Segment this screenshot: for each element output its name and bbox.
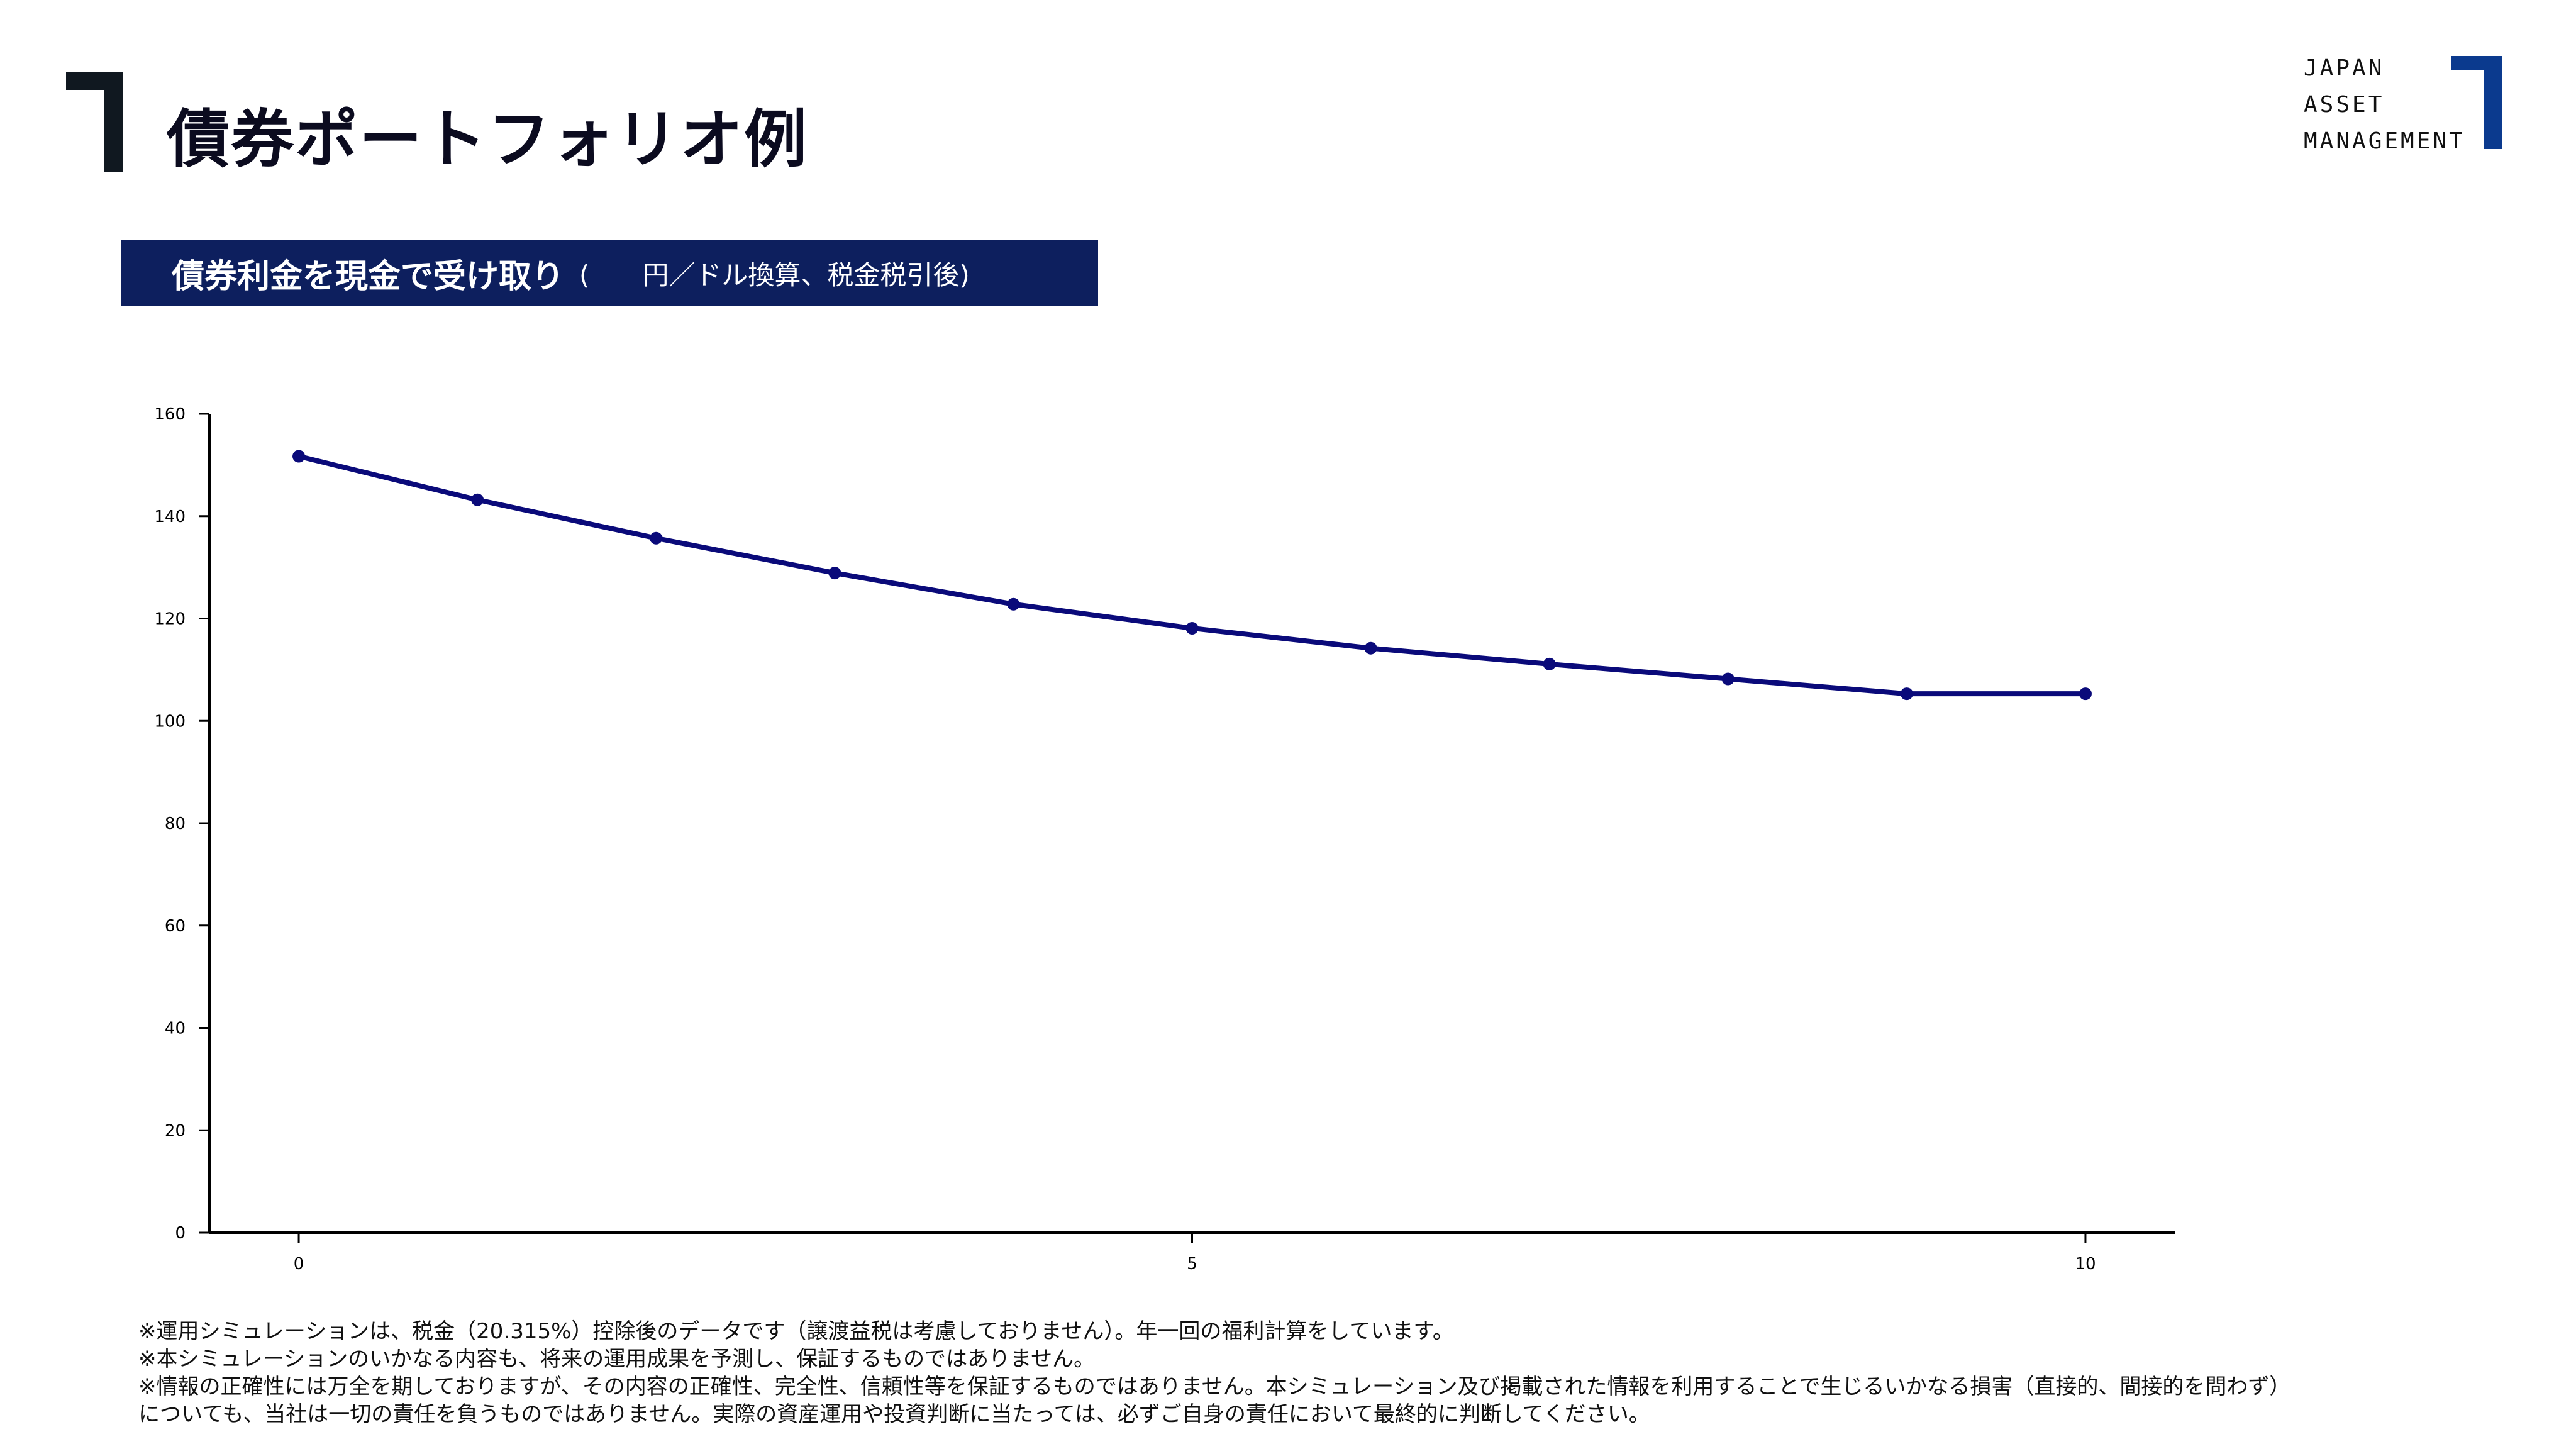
- company-logo: JAPAN ASSET MANAGEMENT: [2304, 50, 2465, 160]
- y-tick-label: 0: [175, 1224, 186, 1243]
- y-tick-label: 120: [154, 610, 186, 629]
- logo-line: JAPAN: [2304, 55, 2385, 81]
- banner-subtitle: ( 円／ドル換算、税金税引後): [579, 259, 970, 291]
- data-point: [828, 567, 841, 580]
- note-line: ※運用シミュレーションは、税金（20.315%）控除後のデータです（譲渡益税は考…: [138, 1319, 1454, 1344]
- banner-title: 債券利金を現金で受け取り: [172, 257, 565, 296]
- page-title: 債券ポートフォリオ例: [167, 103, 808, 176]
- data-point: [2079, 687, 2092, 701]
- y-tick-label: 80: [165, 814, 186, 833]
- y-tick-label: 140: [154, 508, 186, 526]
- data-point: [1007, 597, 1020, 611]
- logo-line: ASSET: [2304, 92, 2385, 118]
- data-point: [1185, 621, 1199, 635]
- data-point: [292, 450, 306, 463]
- data-point: [471, 493, 484, 506]
- y-tick-label: 40: [165, 1019, 186, 1038]
- data-point: [1543, 657, 1556, 670]
- series-line: [298, 453, 2085, 697]
- title-bracket-icon: [66, 72, 123, 172]
- note-line: ※本シミュレーションのいかなる内容も、将来の運用成果を予測し、保証するものではあ…: [138, 1346, 1096, 1372]
- disclaimer-notes: ※運用シミュレーションは、税金（20.315%）控除後のデータです（譲渡益税は考…: [138, 1318, 2290, 1428]
- logo-bracket-icon: [2451, 56, 2502, 149]
- x-tick-label: 0: [294, 1255, 304, 1274]
- data-point: [1900, 687, 1913, 701]
- y-tick-label: 60: [165, 917, 186, 936]
- y-tick-label: 100: [154, 712, 186, 731]
- data-point: [1364, 641, 1377, 655]
- note-line: ※情報の正確性には万全を期しておりますが、その内容の正確性、完全性、信頼性等を保…: [138, 1374, 2291, 1399]
- note-line: についても、当社は一切の責任を負うものではありません。実際の資産運用や投資判断に…: [138, 1402, 1650, 1427]
- data-point: [1721, 672, 1735, 686]
- y-tick-label: 20: [165, 1121, 186, 1140]
- y-tick-label: 160: [154, 405, 186, 424]
- x-tick-label: 10: [2075, 1255, 2096, 1274]
- section-banner: 債券利金を現金で受け取り ( 円／ドル換算、税金税引後): [121, 240, 1098, 306]
- data-point: [650, 531, 663, 545]
- x-tick-label: 5: [1187, 1255, 1197, 1274]
- logo-line: MANAGEMENT: [2304, 128, 2465, 154]
